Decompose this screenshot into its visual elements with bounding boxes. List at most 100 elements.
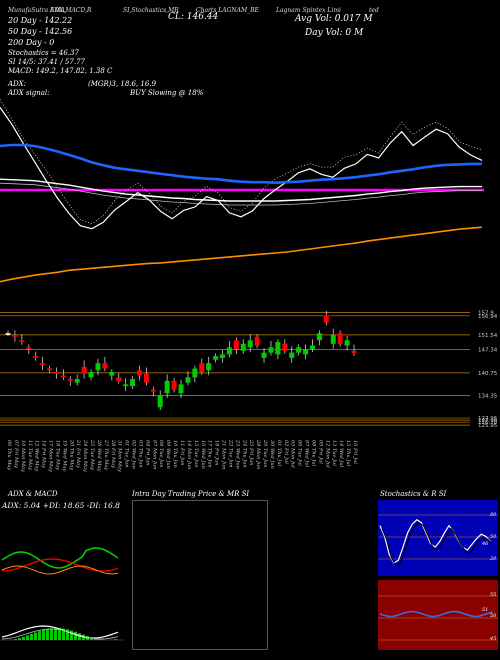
x-tick-label: 28 Fri May xyxy=(110,439,116,468)
x-tick-label: 31 Mon May xyxy=(117,440,123,472)
macd-histogram-bar xyxy=(18,638,21,640)
macd-histogram-bar xyxy=(38,631,41,640)
stoch-rsi-title: Stochastics & R SI xyxy=(380,490,447,498)
x-tick-label: 16 Wed Jun xyxy=(200,440,206,469)
x-tick-label: 14 Fri May xyxy=(41,440,47,468)
candle-body xyxy=(185,377,191,383)
candle-body xyxy=(247,340,253,348)
x-tick-label: 25 Fri Jun xyxy=(248,439,254,465)
x-tick-label: 24 Thu Jun xyxy=(241,439,247,468)
candle-body xyxy=(88,372,94,378)
x-tick-label: 21 Mon Jun xyxy=(221,439,227,469)
candle-body xyxy=(53,372,59,374)
candle-body xyxy=(344,340,350,346)
macd-signal-line xyxy=(1,628,119,640)
x-tick-label: 23 Wed Jun xyxy=(234,439,240,469)
macd-line xyxy=(1,625,119,639)
candle-body xyxy=(19,340,25,343)
x-tick-label: 15 Thu Jul xyxy=(345,440,351,467)
macd-histogram-bar xyxy=(114,639,117,640)
header-title-6: ted xyxy=(369,7,379,14)
x-tick-label: 14 Wed Jul xyxy=(338,440,344,468)
candle-body xyxy=(220,354,226,358)
intraday-panel xyxy=(132,500,268,650)
candle-body xyxy=(150,389,156,392)
header-title-4: Charts LAGNAM_BE xyxy=(196,7,259,14)
x-tick-label: 17 Mon May xyxy=(48,440,54,472)
stochastics-text: Stochastics = 46.37 xyxy=(8,49,79,57)
candle-body xyxy=(95,363,101,371)
x-tick-label: 15 Tue Jun xyxy=(193,440,199,468)
candle-body xyxy=(33,356,39,358)
buy-signal-text: BUY Slowing @ 18% xyxy=(130,89,204,97)
macd-histogram-bar xyxy=(54,628,57,640)
x-tick-label: 16 Fri Jul xyxy=(352,440,358,464)
header-title-5: Lagnam Spintex Limi xyxy=(276,7,341,14)
macd-histogram-bar xyxy=(78,633,81,640)
price-level-label: 156.94 xyxy=(478,314,498,320)
candle-body xyxy=(199,363,205,373)
macd-histogram-bar xyxy=(70,630,73,640)
x-tick-label: 18 Fri Jun xyxy=(214,440,220,465)
x-tick-label: 06 Tue Jul xyxy=(297,440,303,466)
macd-histogram-bar xyxy=(14,639,17,640)
price-dotted-line xyxy=(0,99,483,225)
candle-body xyxy=(323,315,329,323)
x-tick-label: 09 Wed Jun xyxy=(165,440,171,469)
candle-body xyxy=(282,343,288,351)
candle-body xyxy=(74,379,80,383)
candle-body xyxy=(12,334,18,337)
candle-body xyxy=(226,347,232,355)
candle-body xyxy=(102,363,108,369)
x-tick-label: 03 Thu Jun xyxy=(137,440,143,468)
x-tick-label: 02 Wed Jun xyxy=(131,440,137,469)
candle-body xyxy=(206,363,212,371)
mrsi-text: (MGR)3, 18.6, 16.9 xyxy=(88,80,157,88)
avg-vol: Avg Vol: 0.017 M xyxy=(295,14,373,24)
candle-body xyxy=(268,347,274,353)
ema20-text: 20 Day - 142.22 xyxy=(8,16,73,25)
x-tick-label: 09 Fri Jul xyxy=(317,440,323,464)
x-tick-label: 13 Tue Jul xyxy=(331,440,337,466)
candle-body xyxy=(136,370,142,376)
candle-body xyxy=(157,394,163,408)
x-tick-label: 30 Wed Jun xyxy=(269,440,275,469)
stoch-k-line xyxy=(379,519,491,564)
adx-macd-title: ADX & MACD xyxy=(8,490,58,498)
adx-line xyxy=(1,565,119,575)
x-tick-label: 12 Mon Jul xyxy=(324,440,330,468)
adx-macd-panel: ADX: 5.04 +DI: 18.65 -DI: 16.8 xyxy=(0,500,124,650)
x-tick-label: 12 Wed May xyxy=(34,440,40,472)
ema20-line xyxy=(0,143,482,185)
candle-body xyxy=(60,375,66,378)
x-tick-label: 25 Tue May xyxy=(89,439,95,470)
x-tick-label: 07 Mon Jun xyxy=(151,440,157,469)
x-tick-label: 10 Thu Jun xyxy=(172,440,178,468)
macd-histogram-bar xyxy=(46,628,49,640)
header-title-3: SI,Stochastics,MR xyxy=(123,7,179,14)
price-level-label: 126.78 xyxy=(478,420,498,426)
ema200-line xyxy=(0,226,483,283)
candle-body xyxy=(309,345,315,350)
ema50-line xyxy=(0,178,482,202)
candle-body xyxy=(261,352,267,358)
x-tick-label: 22 Tue Jun xyxy=(227,439,233,468)
candle-body xyxy=(254,336,260,346)
ema50-text: 50 Day - 142.56 xyxy=(8,27,73,36)
header-title-1: MunafaSutra EMA, xyxy=(8,7,67,14)
x-tick-label: 01 Tue Jun xyxy=(124,440,130,468)
x-tick-label: 21 Fri May xyxy=(75,439,81,468)
price-level-label: 157.9 xyxy=(478,310,494,316)
candle-body xyxy=(123,384,129,387)
x-tick-label: 24 Mon May xyxy=(82,439,88,472)
candle-body xyxy=(337,333,343,344)
candle-body xyxy=(213,356,219,360)
x-tick-label: 07 Wed Jul xyxy=(304,440,310,468)
intraday-title: Intra Day Trading Price & MR SI xyxy=(132,490,250,498)
rsi-current: 51 xyxy=(482,607,489,613)
macd-histogram-bar xyxy=(26,635,29,640)
x-tick-label: 20 Thu May xyxy=(68,439,74,470)
day-vol: Day Vol: 0 M xyxy=(305,28,364,38)
